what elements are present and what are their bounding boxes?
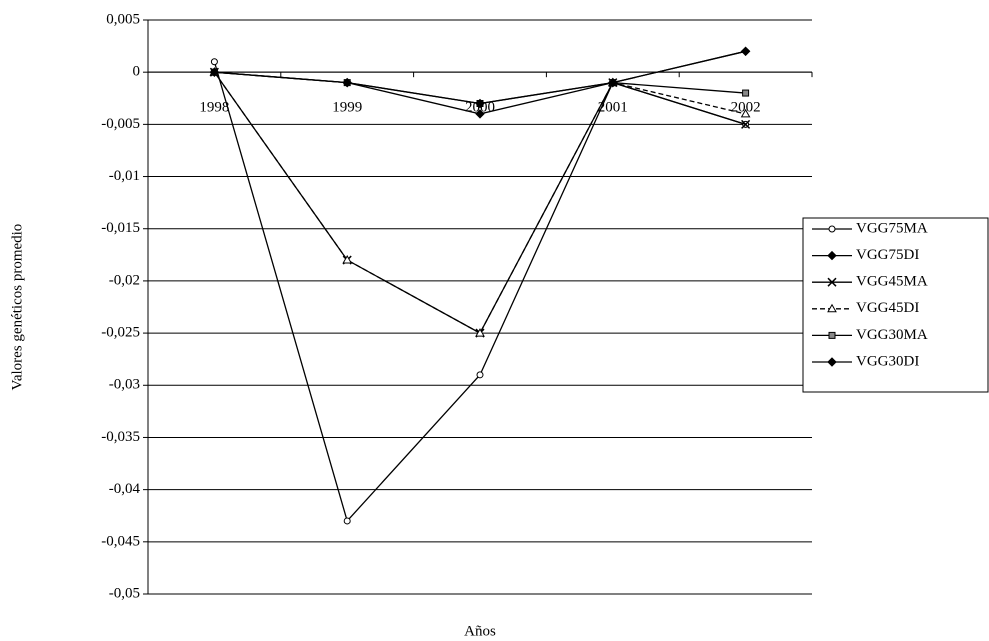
y-tick-label: -0,005 (101, 116, 140, 132)
x-axis-title: Años (464, 623, 496, 639)
legend-marker (828, 225, 836, 233)
data-point (742, 89, 750, 97)
series-line (214, 50, 746, 105)
data-point (475, 109, 485, 119)
x-tick-label: 2001 (598, 100, 628, 116)
data-point (342, 255, 353, 264)
y-tick-label: -0,01 (109, 168, 140, 184)
legend-marker (827, 357, 837, 367)
x-tick-label: 1999 (332, 100, 362, 116)
y-tick-label: 0,005 (106, 11, 140, 27)
data-point (740, 46, 751, 57)
data-point (476, 371, 484, 379)
y-tick-label: -0,025 (101, 325, 140, 341)
legend-marker (827, 277, 837, 287)
data-point (343, 517, 351, 525)
legend-label: VGG75DI (856, 247, 919, 263)
legend-label: VGG45MA (856, 274, 928, 290)
y-tick-label: -0,03 (109, 377, 140, 393)
legend-marker (828, 331, 836, 339)
legend-label: VGG30MA (856, 327, 928, 343)
legend-marker (827, 250, 837, 261)
y-tick-label: -0,02 (109, 272, 140, 288)
data-point (210, 58, 218, 66)
y-tick-label: -0,035 (101, 429, 140, 445)
series-line (213, 61, 746, 523)
y-tick-label: -0,04 (109, 481, 141, 497)
y-tick-label: 0 (133, 64, 141, 80)
legend-label: VGG30DI (856, 353, 919, 369)
x-tick-label: 1998 (199, 100, 229, 116)
y-tick-label: -0,015 (101, 220, 140, 236)
data-point (741, 119, 751, 129)
data-point (608, 77, 618, 88)
y-tick-label: -0,045 (101, 533, 140, 549)
legend-label: VGG45DI (856, 300, 919, 316)
legend-marker (827, 303, 837, 313)
data-point (209, 67, 220, 77)
y-axis-title: Valores genéticos promedio (9, 224, 25, 391)
series-line (213, 71, 746, 334)
data-point (475, 328, 485, 337)
data-point (475, 98, 485, 109)
data-point (342, 77, 352, 88)
y-tick-label: -0,05 (109, 585, 140, 601)
legend-label: VGG75MA (856, 220, 928, 236)
data-point (740, 108, 751, 118)
